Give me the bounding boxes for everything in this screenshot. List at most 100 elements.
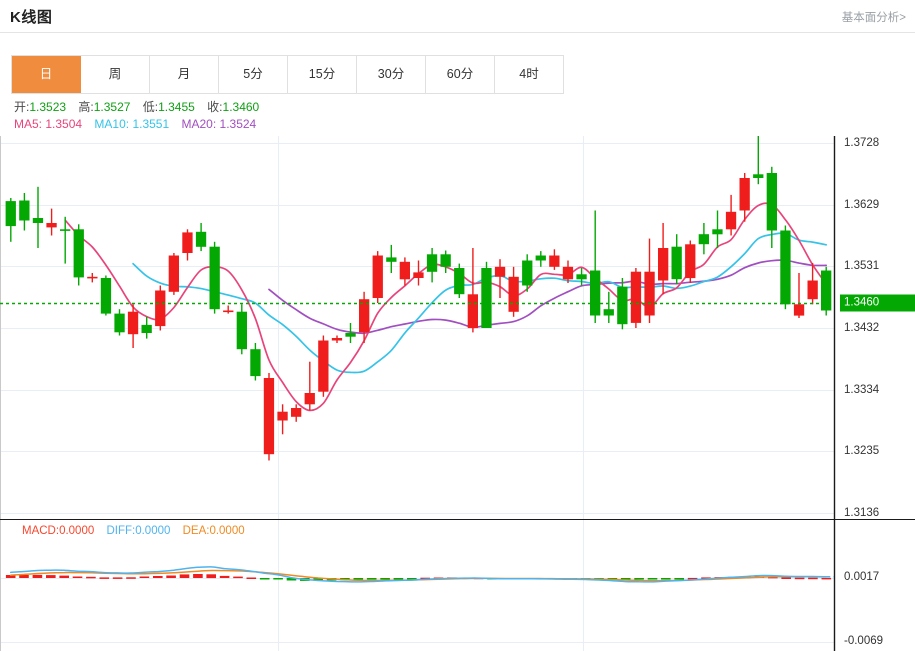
- candle: [753, 136, 764, 185]
- candle: [127, 304, 139, 348]
- ohlc-row: 开:1.3523 高:1.3527 低:1.3455 收:1.3460: [14, 99, 259, 116]
- price-tick-2: 1.3531: [844, 260, 880, 272]
- open-value: 1.3523: [29, 100, 67, 114]
- ma20-value: 1.3524: [219, 117, 257, 131]
- candle: [236, 304, 247, 355]
- macd-bar: [661, 578, 671, 580]
- candle: [359, 291, 370, 343]
- candle: [114, 309, 125, 336]
- timeframe-tabs: 日周月 5分 15分 30分 60分 4时: [11, 55, 564, 94]
- price-tick-3: 1.3432: [844, 322, 880, 334]
- macd-bar: [99, 577, 110, 579]
- macd-bar: [72, 576, 83, 578]
- candle: [182, 229, 193, 261]
- tab-1[interactable]: 周: [81, 56, 150, 93]
- macd-bar: [259, 578, 270, 580]
- price-tick-1: 1.3629: [844, 199, 880, 211]
- macd-bar: [19, 575, 29, 578]
- candle: [454, 263, 465, 298]
- macd-bar: [420, 577, 430, 580]
- high-label: 高:: [78, 100, 94, 114]
- macd-bar: [634, 578, 644, 580]
- macd-bar: [781, 577, 791, 579]
- macd-value: 0.0000: [59, 525, 95, 537]
- candle: [603, 291, 614, 323]
- macd-bar: [286, 578, 297, 581]
- high-value: 1.3527: [93, 100, 131, 114]
- candle: [780, 225, 791, 310]
- tab-3[interactable]: 5分: [219, 56, 288, 93]
- ma-row: MA5: 1.3504 MA10: 1.3551 MA20: 1.3524: [14, 116, 259, 133]
- candle: [318, 335, 329, 397]
- macd-legend: MACD:0.0000 DIFF:0.0000 DEA:0.0000: [22, 525, 245, 537]
- candle: [32, 186, 44, 248]
- tab-7[interactable]: 4时: [495, 56, 564, 93]
- candle: [549, 249, 560, 270]
- candle: [562, 260, 574, 283]
- macd-bar: [687, 577, 698, 580]
- macd-bar: [313, 578, 323, 581]
- macd-bar: [206, 574, 216, 579]
- candle: [100, 275, 112, 316]
- candle: [291, 404, 302, 422]
- macd-bar: [407, 578, 417, 580]
- macd-chart-pane[interactable]: [0, 519, 915, 651]
- fundamental-analysis-link[interactable]: 基本面分析>: [841, 12, 906, 24]
- price-tick-6: 1.3136: [844, 507, 880, 519]
- candle: [725, 194, 737, 236]
- macd-bar: [620, 578, 631, 580]
- macd-bar: [273, 578, 283, 580]
- tab-0[interactable]: 日: [12, 56, 81, 93]
- macd-bar: [821, 577, 832, 580]
- candle: [644, 238, 655, 323]
- macd-bar: [647, 578, 658, 580]
- candle: [698, 223, 709, 255]
- macd-bar: [393, 578, 404, 580]
- candle: [19, 193, 30, 231]
- dea-label: DEA:: [182, 525, 210, 537]
- macd-bar: [112, 577, 123, 579]
- candle: [155, 285, 166, 331]
- macd-bar: [179, 574, 190, 578]
- candle: [467, 248, 478, 333]
- current-price-badge: 1.3460: [840, 294, 915, 312]
- macd-bar: [366, 578, 377, 580]
- macd-bar: [166, 575, 176, 578]
- candle: [494, 259, 506, 298]
- macd-canvas[interactable]: [0, 520, 915, 651]
- candle: [223, 305, 234, 314]
- diff-label: DIFF:: [106, 525, 136, 537]
- ma10-label: MA10:: [94, 117, 130, 131]
- candlestick-canvas[interactable]: [0, 136, 915, 519]
- candle: [209, 241, 220, 314]
- candle: [426, 248, 438, 283]
- macd-tick-1: -0.0069: [844, 635, 884, 647]
- ma20-label: MA20:: [181, 117, 217, 131]
- dea-value: 0.0000: [209, 525, 245, 537]
- candle: [685, 240, 696, 283]
- tab-6[interactable]: 60分: [426, 56, 495, 93]
- price-tick-4: 1.3334: [844, 384, 880, 396]
- candle: [712, 210, 723, 248]
- candle: [658, 223, 669, 295]
- ma10-value: 1.3551: [132, 117, 170, 131]
- macd-bar: [353, 578, 364, 580]
- close-value: 1.3460: [222, 100, 260, 114]
- macd-bar: [794, 577, 805, 580]
- tab-4[interactable]: 15分: [288, 56, 357, 93]
- price-chart-pane[interactable]: [0, 136, 915, 519]
- close-label: 收:: [207, 100, 223, 114]
- candle: [440, 250, 451, 273]
- tab-5[interactable]: 30分: [357, 56, 426, 93]
- candle: [671, 234, 682, 285]
- low-label: 低:: [142, 100, 159, 114]
- macd-bar: [46, 575, 56, 578]
- ma5-label: MA5:: [14, 117, 43, 131]
- tab-2[interactable]: 月: [150, 56, 219, 93]
- candle: [535, 251, 546, 267]
- macd-bar: [59, 575, 69, 578]
- macd-bar: [246, 577, 257, 579]
- candle: [807, 263, 818, 305]
- candle: [277, 404, 288, 435]
